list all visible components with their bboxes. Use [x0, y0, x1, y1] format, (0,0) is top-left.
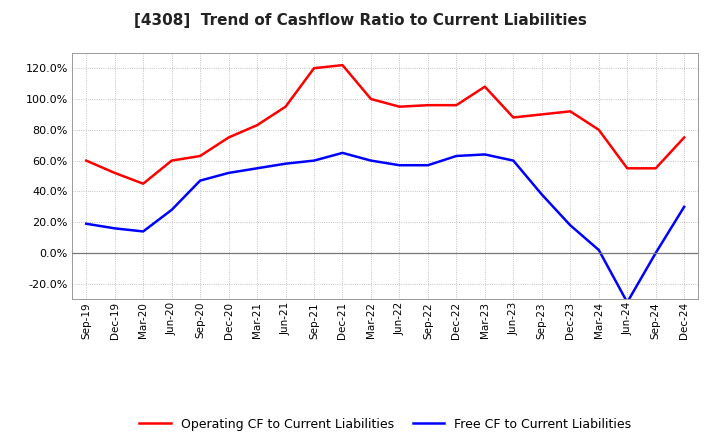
Operating CF to Current Liabilities: [310, 66, 318, 71]
Free CF to Current Liabilities: [537, 192, 546, 197]
Legend: Operating CF to Current Liabilities, Free CF to Current Liabilities: Operating CF to Current Liabilities, Fre…: [135, 413, 636, 436]
Free CF to Current Liabilities: [509, 158, 518, 163]
Free CF to Current Liabilities: [110, 226, 119, 231]
Free CF to Current Liabilities: [139, 229, 148, 234]
Operating CF to Current Liabilities: [282, 104, 290, 109]
Operating CF to Current Liabilities: [82, 158, 91, 163]
Free CF to Current Liabilities: [338, 150, 347, 156]
Free CF to Current Liabilities: [423, 162, 432, 168]
Line: Free CF to Current Liabilities: Free CF to Current Liabilities: [86, 153, 684, 302]
Free CF to Current Liabilities: [595, 247, 603, 253]
Free CF to Current Liabilities: [623, 300, 631, 305]
Operating CF to Current Liabilities: [395, 104, 404, 109]
Operating CF to Current Liabilities: [338, 62, 347, 68]
Free CF to Current Liabilities: [196, 178, 204, 183]
Free CF to Current Liabilities: [253, 165, 261, 171]
Free CF to Current Liabilities: [652, 250, 660, 256]
Operating CF to Current Liabilities: [680, 135, 688, 140]
Free CF to Current Liabilities: [395, 162, 404, 168]
Operating CF to Current Liabilities: [225, 135, 233, 140]
Operating CF to Current Liabilities: [652, 165, 660, 171]
Operating CF to Current Liabilities: [253, 122, 261, 128]
Line: Operating CF to Current Liabilities: Operating CF to Current Liabilities: [86, 65, 684, 184]
Text: [4308]  Trend of Cashflow Ratio to Current Liabilities: [4308] Trend of Cashflow Ratio to Curren…: [134, 13, 586, 28]
Free CF to Current Liabilities: [82, 221, 91, 226]
Free CF to Current Liabilities: [566, 223, 575, 228]
Operating CF to Current Liabilities: [623, 165, 631, 171]
Free CF to Current Liabilities: [167, 207, 176, 213]
Free CF to Current Liabilities: [680, 204, 688, 209]
Operating CF to Current Liabilities: [480, 84, 489, 89]
Free CF to Current Liabilities: [310, 158, 318, 163]
Operating CF to Current Liabilities: [167, 158, 176, 163]
Operating CF to Current Liabilities: [595, 127, 603, 132]
Free CF to Current Liabilities: [366, 158, 375, 163]
Operating CF to Current Liabilities: [537, 112, 546, 117]
Free CF to Current Liabilities: [452, 153, 461, 158]
Operating CF to Current Liabilities: [139, 181, 148, 187]
Free CF to Current Liabilities: [480, 152, 489, 157]
Operating CF to Current Liabilities: [110, 170, 119, 176]
Free CF to Current Liabilities: [282, 161, 290, 166]
Operating CF to Current Liabilities: [423, 103, 432, 108]
Operating CF to Current Liabilities: [366, 96, 375, 102]
Operating CF to Current Liabilities: [452, 103, 461, 108]
Operating CF to Current Liabilities: [566, 109, 575, 114]
Operating CF to Current Liabilities: [196, 153, 204, 158]
Operating CF to Current Liabilities: [509, 115, 518, 120]
Free CF to Current Liabilities: [225, 170, 233, 176]
